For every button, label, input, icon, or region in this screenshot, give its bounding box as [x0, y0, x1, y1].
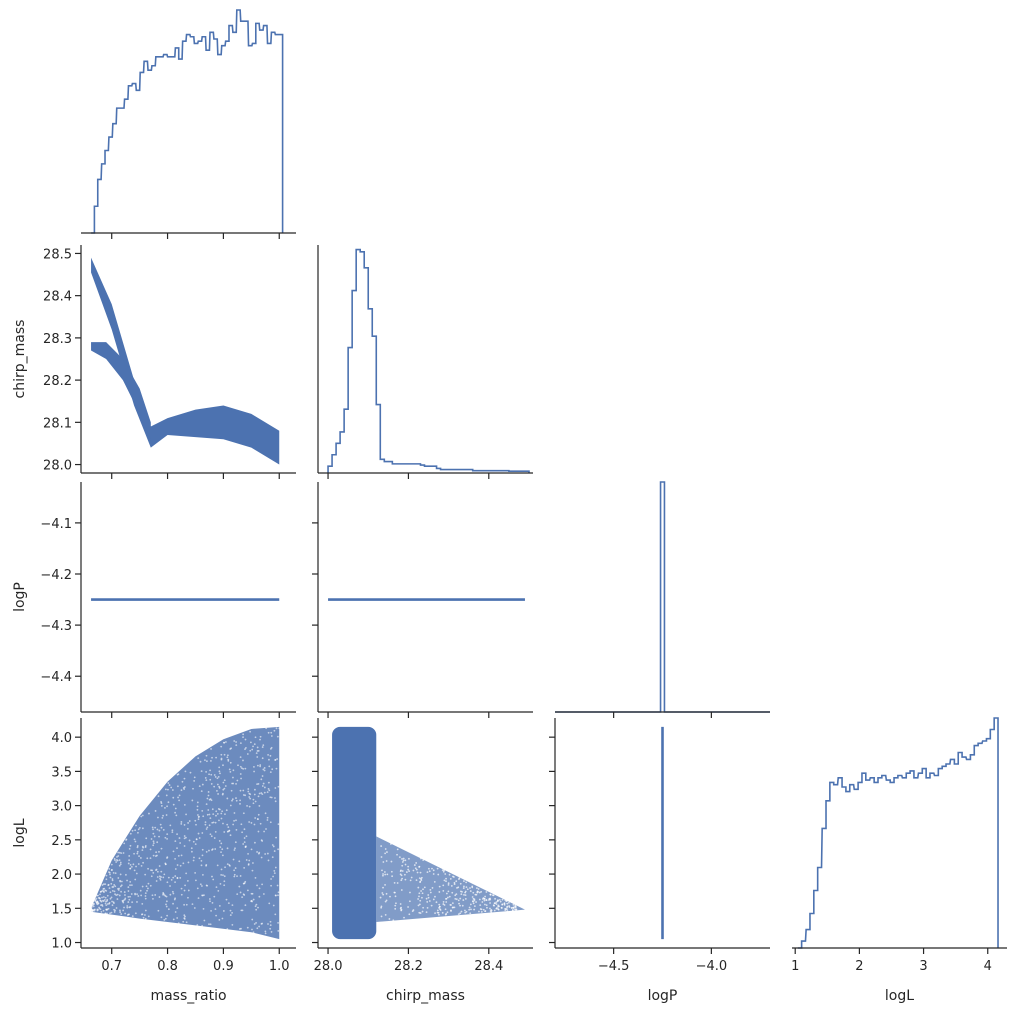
x-tick-label: −4.5 [598, 959, 630, 974]
y-tick-label: 28.1 [43, 416, 72, 431]
y-tick-label: 28.5 [43, 247, 72, 262]
x-tick-label: 3 [919, 959, 927, 974]
panel-1: 28.0 28.1 28.2 28.3 28.4 28.5 chirp_mass [12, 245, 296, 479]
x-tick-label: 1.0 [269, 959, 290, 974]
y-tick-label: 3.5 [51, 765, 72, 780]
scatter-points [90, 727, 281, 935]
panel-6: 0.7 0.8 0.9 1.0 1.0 1.5 2.0 2.5 3.0 3.5 4.0 logL mas… [12, 718, 296, 1004]
y-tick-label: −4.2 [40, 568, 72, 583]
x-tick-label: −4.0 [696, 959, 728, 974]
panel-9: 1 2 3 4 logL [791, 717, 1007, 1004]
histogram-step [327, 248, 530, 473]
panel-5 [555, 481, 770, 718]
x-tick-label: 4 [984, 959, 992, 974]
x-tick-label: 0.8 [157, 959, 178, 974]
panel-7: 28.0 28.2 28.4 chirp_mass [312, 718, 533, 1004]
x-axis-label: chirp_mass [386, 988, 465, 1004]
y-tick-label: 28.0 [43, 459, 72, 474]
y-tick-label: 2.5 [51, 834, 72, 849]
y-tick-label: −4.3 [40, 619, 72, 634]
x-tick-label: 28.0 [314, 959, 343, 974]
y-tick-label: 4.0 [51, 731, 72, 746]
x-tick-label: 28.4 [474, 959, 503, 974]
y-tick-label: −4.4 [40, 670, 72, 685]
y-tick-label: 1.0 [51, 937, 72, 952]
y-tick-label: −4.1 [40, 517, 72, 532]
panel-0 [81, 9, 296, 239]
histogram-spike [555, 481, 770, 713]
x-axis-label: logL [885, 988, 914, 1004]
histogram-step [797, 717, 999, 949]
y-tick-label: 2.0 [51, 868, 72, 883]
y-tick-label: 28.4 [43, 290, 72, 305]
x-tick-label: 1 [791, 959, 799, 974]
panel-2 [317, 245, 533, 479]
x-tick-label: 28.2 [394, 959, 423, 974]
x-tick-label: 0.9 [213, 959, 234, 974]
y-tick-label: 28.3 [43, 332, 72, 347]
panel-8: −4.5 −4.0 logP [549, 718, 770, 1004]
x-axis-label: mass_ratio [150, 988, 226, 1004]
y-tick-label: 1.5 [51, 902, 72, 917]
scatter-band-1 [91, 342, 151, 440]
scatter-band-0 [91, 257, 280, 465]
y-axis-label: chirp_mass [12, 320, 28, 399]
y-axis-label: logP [12, 582, 28, 612]
x-tick-label: 2 [855, 959, 863, 974]
y-tick-label: 28.2 [43, 374, 72, 389]
scatter-region [91, 726, 280, 940]
scatter-core [332, 726, 377, 940]
histogram-step [91, 9, 284, 234]
x-axis-label: logP [648, 988, 678, 1004]
scatter-points [379, 843, 518, 922]
y-tick-label: 3.0 [51, 800, 72, 815]
panel-4 [312, 482, 533, 718]
x-tick-label: 0.7 [101, 959, 122, 974]
panel-3: −4.4 −4.3 −4.2 −4.1 logP [12, 482, 296, 718]
y-axis-label: logL [12, 818, 28, 847]
